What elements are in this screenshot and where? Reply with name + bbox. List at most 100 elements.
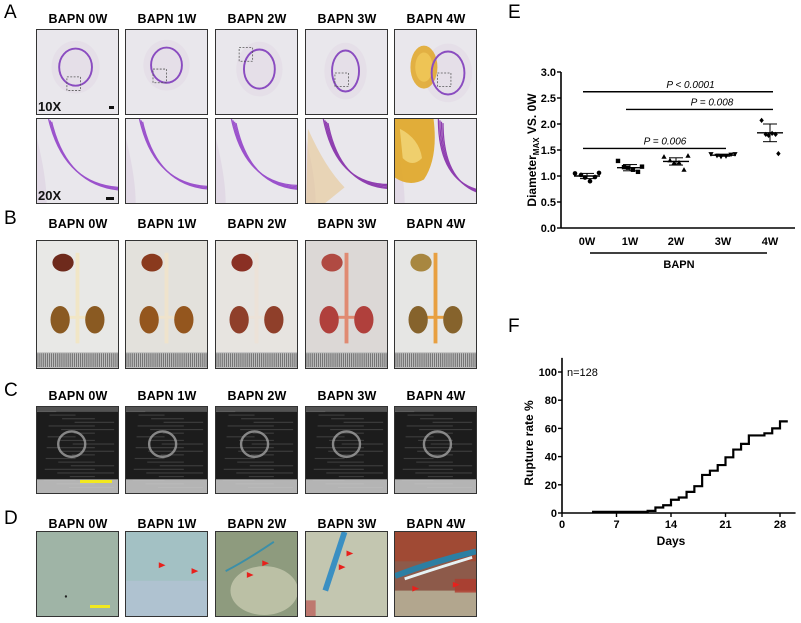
y-tick-label: 20 [545,480,557,492]
x-tick-label: 14 [665,519,678,531]
data-point [596,170,602,176]
histology-10x-image [125,29,208,115]
ultrasound-image [36,406,119,494]
group-header-c: BAPN 0W [48,389,108,403]
gross-specimen-photo [125,240,208,369]
group-header-d: BAPN 2W [227,517,287,531]
red-arrowhead-icon [452,581,460,588]
data-point [572,171,578,176]
chart-e-diameter: 0.0 0.5 1.0 1.5 2.0 2.5 3.0 0W 1W 2W 3W 4W BAPN Diame… [525,67,795,271]
ultrasound-image [305,406,388,494]
scale-bar [80,480,112,483]
x-tick-label: 1W [622,236,639,248]
group-header-d: BAPN 0W [48,517,108,531]
data-point [776,151,781,157]
group-header-a: BAPN 3W [317,12,377,26]
red-arrowhead-icon [158,562,166,569]
group-header-a: BAPN 1W [137,12,197,26]
group-header-b: BAPN 1W [137,217,197,231]
microscopy-image [125,531,208,617]
y-tick-label: 2.0 [541,119,556,131]
y-tick-label: 40 [545,452,557,464]
data-point [676,159,682,165]
rupture-rate-step-line [592,420,788,513]
x-tick-label: 0 [559,519,565,531]
scale-bar [106,197,114,200]
microscopy-image [215,531,298,617]
histology-10x-image [215,29,298,115]
data-point [732,152,738,157]
histology-20x-image [125,118,208,204]
ultrasound-image [125,406,208,494]
panel-label-c: C [4,380,18,401]
y-tick-label: 100 [539,367,557,379]
x-tick-label: 21 [719,519,731,531]
data-point [773,131,778,137]
data-point [592,174,598,180]
x-tick-label: 4W [762,236,779,248]
data-point [635,169,641,175]
data-point [661,154,667,159]
data-point [587,178,593,184]
gross-specimen-photo [215,240,298,369]
y-tick-label: 3.0 [541,67,556,79]
y-tick-label: 1.0 [541,171,556,183]
data-point [671,160,677,165]
red-arrowhead-icon [191,568,199,574]
p-value-label: P = 0.008 [691,97,734,108]
y-tick-label: 2.5 [541,93,556,105]
series-4W [757,117,783,157]
magnification-label-10x: 10X [38,99,62,114]
microscopy-image [305,531,388,617]
y-tick-label: 60 [545,423,557,435]
ultrasound-image [215,406,298,494]
histology-20x-image [305,118,388,204]
group-header-b: BAPN 0W [48,217,108,231]
data-point [718,154,724,160]
y-tick-label: 80 [545,395,557,407]
red-arrowhead-icon [338,564,346,571]
data-point [615,158,621,164]
group-header-d: BAPN 4W [406,517,466,531]
scale-bar [109,106,114,109]
data-point [639,164,645,169]
panel-label-d: D [4,508,18,529]
red-arrowhead-icon [412,585,420,592]
group-header-c: BAPN 1W [137,389,197,403]
histology-20x-image: 20X [36,118,119,204]
group-header-a: BAPN 0W [48,12,108,26]
panel-label-a: A [4,2,17,23]
data-point [766,132,771,139]
group-header-b: BAPN 3W [317,217,377,231]
x-tick-label: 7 [613,519,619,531]
data-point [578,172,584,178]
y-axis-label: Rupture rate % [522,400,536,486]
x-axis-label: BAPN [663,259,694,271]
p-value-label: P < 0.0001 [666,80,714,91]
data-point [621,164,627,170]
series-1W [615,158,645,175]
red-arrowhead-icon [262,560,270,567]
chart-f-rupture-rate: 0 20 40 60 80 100 0 7 14 21 28 Days Rupture rate % n=… [522,357,796,548]
data-point [681,167,687,172]
group-header-b: BAPN 4W [406,217,466,231]
gross-specimen-photo [394,240,477,369]
panel-label-f: F [508,316,520,337]
histology-10x-image [394,29,477,115]
sample-size-annotation: n=128 [567,367,598,379]
ultrasound-image [394,406,477,494]
y-tick-label: 0.5 [541,197,556,209]
y-tick-label: 1.5 [541,145,556,157]
microscopy-image [36,531,119,617]
data-point [763,131,768,137]
group-header-a: BAPN 2W [227,12,287,26]
data-point [769,130,775,136]
histology-20x-image [394,118,477,204]
group-header-d: BAPN 1W [137,517,197,531]
histology-10x-image: 10X [36,29,119,115]
histology-20x-image [215,118,298,204]
data-point [630,167,636,172]
group-header-d: BAPN 3W [317,517,377,531]
y-tick-label: 0.0 [541,223,556,235]
gross-specimen-photo [305,240,388,369]
